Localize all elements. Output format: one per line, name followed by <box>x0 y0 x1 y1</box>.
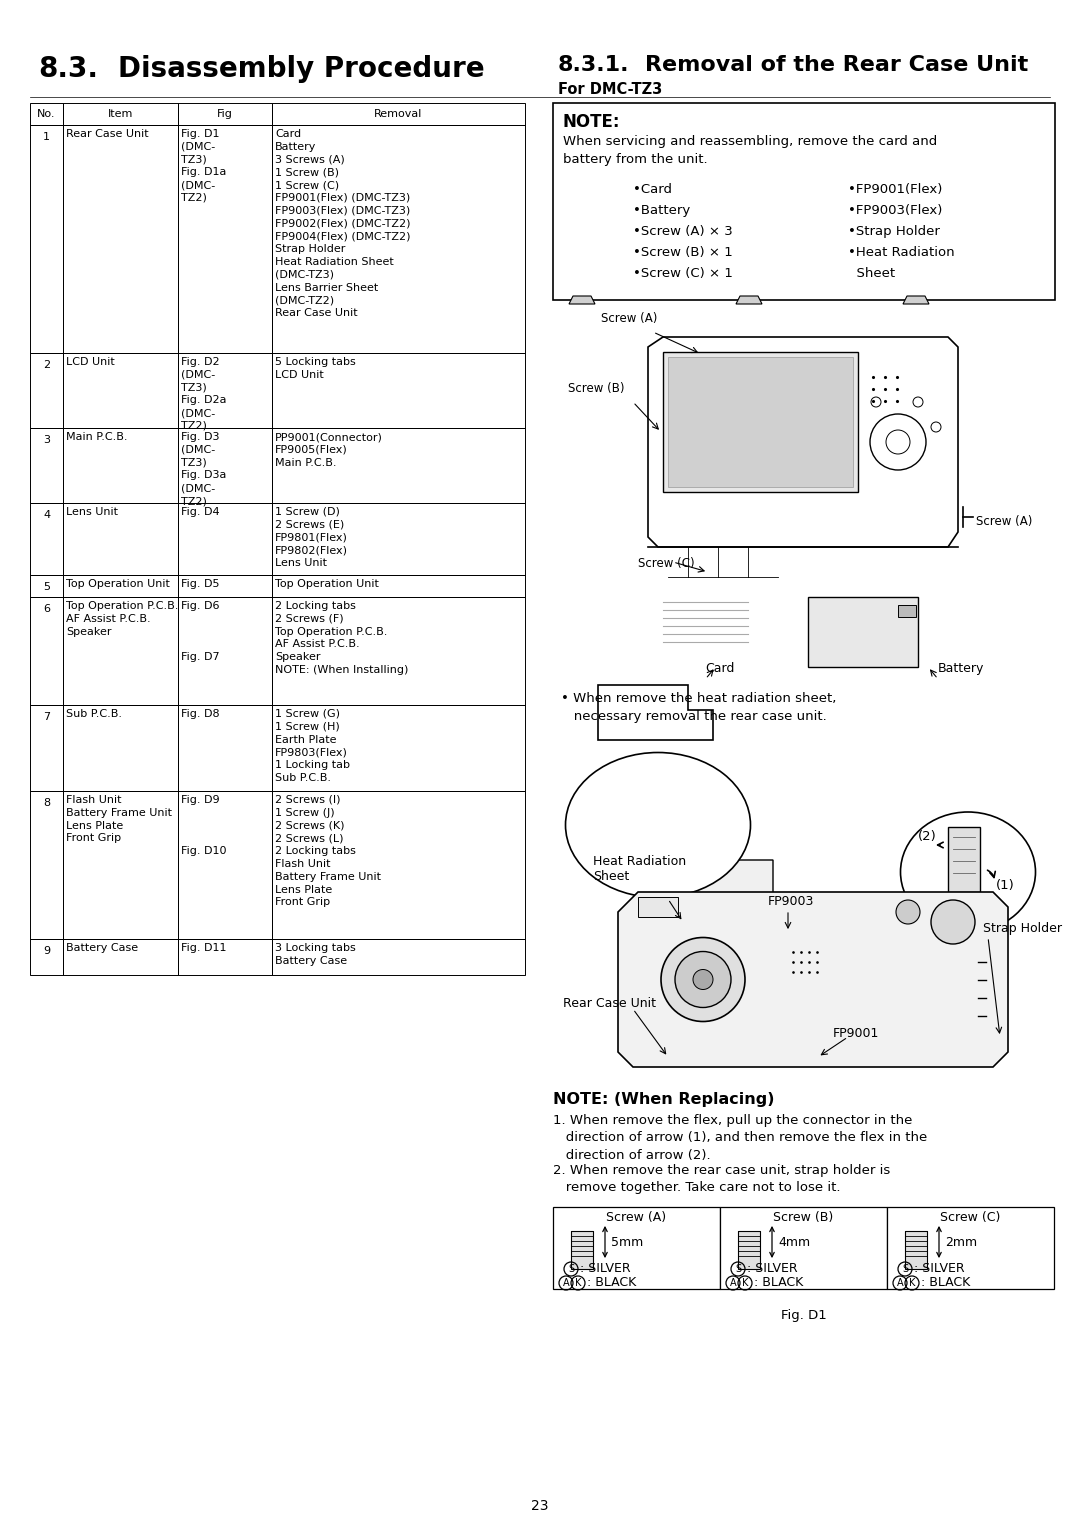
Text: 5 Locking tabs
LCD Unit: 5 Locking tabs LCD Unit <box>275 357 355 380</box>
Text: 2 Screws (I)
1 Screw (J)
2 Screws (K)
2 Screws (L)
2 Locking tabs
Flash Unit
Bat: 2 Screws (I) 1 Screw (J) 2 Screws (K) 2 … <box>275 796 381 907</box>
Text: Rear Case Unit: Rear Case Unit <box>66 128 149 139</box>
Text: •Strap Holder: •Strap Holder <box>848 224 940 238</box>
Bar <box>178 705 272 791</box>
Polygon shape <box>569 296 595 304</box>
Bar <box>63 597 178 705</box>
Text: 23: 23 <box>531 1500 549 1513</box>
Text: No.: No. <box>37 108 56 119</box>
Bar <box>272 597 525 705</box>
Text: •Card: •Card <box>633 183 672 195</box>
Text: Screw (A): Screw (A) <box>607 1211 666 1225</box>
Text: PP9001(Connector)
FP9005(Flex)
Main P.C.B.: PP9001(Connector) FP9005(Flex) Main P.C.… <box>275 432 383 467</box>
Text: Top Operation P.C.B.
AF Assist P.C.B.
Speaker: Top Operation P.C.B. AF Assist P.C.B. Sp… <box>66 602 178 637</box>
Bar <box>720 1206 887 1289</box>
Text: K: K <box>742 1278 748 1287</box>
Text: K: K <box>908 1278 915 1287</box>
Text: S: S <box>902 1264 908 1274</box>
Text: 3: 3 <box>43 435 50 444</box>
Polygon shape <box>918 860 933 942</box>
Text: Top Operation Unit: Top Operation Unit <box>275 579 379 589</box>
Text: Item: Item <box>108 108 133 119</box>
Text: Fig: Fig <box>217 108 233 119</box>
Bar <box>63 502 178 576</box>
Bar <box>63 705 178 791</box>
Bar <box>30 428 63 502</box>
Text: Lens Unit: Lens Unit <box>66 507 118 518</box>
Circle shape <box>675 951 731 1008</box>
Bar <box>178 791 272 939</box>
Text: Battery: Battery <box>939 663 984 675</box>
Bar <box>553 1206 720 1289</box>
Text: 8.3.: 8.3. <box>38 55 98 82</box>
Ellipse shape <box>901 812 1036 931</box>
Text: A: A <box>896 1278 903 1287</box>
Bar <box>553 102 1055 299</box>
Bar <box>897 605 916 617</box>
Text: FP9001: FP9001 <box>833 1028 879 1040</box>
Text: Battery Case: Battery Case <box>66 944 138 953</box>
Polygon shape <box>735 296 762 304</box>
Polygon shape <box>598 686 713 741</box>
Text: S: S <box>568 1264 575 1274</box>
Text: 3 Locking tabs
Battery Case: 3 Locking tabs Battery Case <box>275 944 355 965</box>
Bar <box>272 939 525 976</box>
Text: •Screw (C) × 1: •Screw (C) × 1 <box>633 267 733 279</box>
Text: Fig. D1
(DMC-
TZ3)
Fig. D1a
(DMC-
TZ2): Fig. D1 (DMC- TZ3) Fig. D1a (DMC- TZ2) <box>181 128 227 203</box>
Bar <box>30 576 63 597</box>
Text: •Screw (A) × 3: •Screw (A) × 3 <box>633 224 732 238</box>
Polygon shape <box>808 930 933 942</box>
Bar <box>30 597 63 705</box>
Text: 1 Screw (G)
1 Screw (H)
Earth Plate
FP9803(Flex)
1 Locking tab
Sub P.C.B.: 1 Screw (G) 1 Screw (H) Earth Plate FP98… <box>275 709 350 783</box>
Bar <box>30 939 63 976</box>
Text: Flash Unit
Battery Frame Unit
Lens Plate
Front Grip: Flash Unit Battery Frame Unit Lens Plate… <box>66 796 172 843</box>
Bar <box>808 597 918 667</box>
Text: Fig. D6



Fig. D7: Fig. D6 Fig. D7 <box>181 602 219 663</box>
Text: Fig. D1: Fig. D1 <box>781 1309 827 1322</box>
Polygon shape <box>658 860 773 941</box>
Text: (2): (2) <box>918 831 936 843</box>
Circle shape <box>931 899 975 944</box>
Text: When servicing and reassembling, remove the card and
battery from the unit.: When servicing and reassembling, remove … <box>563 134 937 166</box>
Ellipse shape <box>566 753 751 898</box>
Bar <box>30 705 63 791</box>
Bar <box>178 939 272 976</box>
Text: 4mm: 4mm <box>778 1235 810 1249</box>
Text: LCD Unit: LCD Unit <box>66 357 114 366</box>
Circle shape <box>896 899 920 924</box>
Text: A: A <box>563 1278 569 1287</box>
Bar <box>63 353 178 428</box>
Text: 8.3.1.: 8.3.1. <box>558 55 630 75</box>
Bar <box>948 828 980 892</box>
Text: K: K <box>575 1278 581 1287</box>
Bar <box>887 1206 1054 1289</box>
Text: Screw (B): Screw (B) <box>773 1211 834 1225</box>
Text: : BLACK: : BLACK <box>588 1275 636 1289</box>
Text: 7: 7 <box>43 712 50 722</box>
Bar <box>30 353 63 428</box>
Bar <box>63 576 178 597</box>
Bar <box>178 428 272 502</box>
Text: Fig. D4: Fig. D4 <box>181 507 219 518</box>
Text: Fig. D5: Fig. D5 <box>181 579 219 589</box>
Bar <box>638 896 678 918</box>
Text: : SILVER: : SILVER <box>914 1261 964 1275</box>
Bar <box>63 125 178 353</box>
Bar <box>63 428 178 502</box>
Text: : SILVER: : SILVER <box>747 1261 798 1275</box>
Text: Fig. D11: Fig. D11 <box>181 944 227 953</box>
Text: Sheet: Sheet <box>593 870 630 883</box>
Text: Fig. D3
(DMC-
TZ3)
Fig. D3a
(DMC-
TZ2): Fig. D3 (DMC- TZ3) Fig. D3a (DMC- TZ2) <box>181 432 227 505</box>
Text: Main P.C.B.: Main P.C.B. <box>66 432 127 441</box>
Text: 5mm: 5mm <box>611 1235 644 1249</box>
Polygon shape <box>618 892 1008 1067</box>
Text: • When remove the heat radiation sheet,
   necessary removal the rear case unit.: • When remove the heat radiation sheet, … <box>561 692 836 722</box>
Text: •Battery: •Battery <box>633 205 690 217</box>
Text: Strap Holder: Strap Holder <box>983 922 1062 935</box>
Text: Screw (C): Screw (C) <box>941 1211 1001 1225</box>
Text: Removal: Removal <box>375 108 422 119</box>
Text: S: S <box>734 1264 741 1274</box>
Text: Screw (A): Screw (A) <box>976 516 1032 528</box>
Text: •Heat Radiation: •Heat Radiation <box>848 246 955 260</box>
Text: Card
Battery
3 Screws (A)
1 Screw (B)
1 Screw (C)
FP9001(Flex) (DMC-TZ3)
FP9003(: Card Battery 3 Screws (A) 1 Screw (B) 1 … <box>275 128 410 318</box>
Bar <box>272 428 525 502</box>
